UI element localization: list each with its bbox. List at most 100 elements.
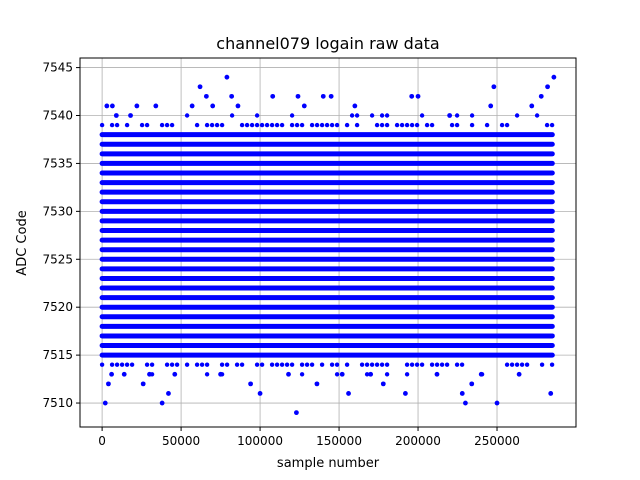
data-point — [514, 113, 520, 118]
data-points — [99, 74, 557, 416]
data-point — [369, 113, 375, 118]
data-point — [309, 122, 315, 128]
data-point — [469, 122, 475, 128]
outlier-point — [224, 74, 230, 80]
data-point — [159, 122, 165, 128]
data-point — [324, 122, 330, 128]
data-point — [194, 362, 200, 367]
data-point — [314, 122, 320, 128]
data-point — [454, 362, 460, 367]
outlier-point — [104, 103, 110, 109]
y-axis-ticks: 7510 7515 7520 7525 7530 7535 7540 7545 — [42, 61, 80, 410]
outlier-point — [529, 103, 535, 109]
data-point — [264, 122, 270, 128]
y-tick-label: 7535 — [42, 156, 73, 170]
outlier-point — [488, 103, 494, 109]
data-point — [274, 362, 280, 367]
data-point — [374, 362, 380, 367]
data-point — [204, 362, 210, 367]
data-point — [359, 362, 365, 367]
outlier-point — [203, 93, 209, 99]
data-point — [414, 362, 420, 367]
outlier-point — [257, 391, 263, 396]
data-point — [219, 362, 225, 367]
data-point — [199, 362, 205, 367]
x-tick-label: 100000 — [237, 434, 283, 448]
data-point — [404, 122, 410, 128]
data-point — [99, 122, 105, 128]
data-point — [319, 362, 325, 367]
data-point — [204, 122, 210, 128]
data-point — [334, 362, 340, 367]
outlier-point — [434, 371, 440, 377]
outlier-point — [189, 103, 195, 109]
data-point — [289, 362, 295, 367]
data-point — [144, 122, 150, 128]
data-point — [279, 122, 285, 128]
x-axis-ticks: 0 50000 100000 150000 200000 250000 — [98, 427, 520, 448]
outlier-point — [494, 400, 500, 406]
data-point — [449, 122, 455, 128]
data-point — [239, 122, 245, 128]
data-point — [259, 122, 265, 128]
data-point — [469, 113, 475, 118]
data-point — [364, 372, 370, 377]
outlier-point — [235, 103, 241, 109]
data-point — [109, 122, 115, 128]
data-point — [254, 362, 260, 367]
outlier-point — [197, 84, 203, 90]
data-point — [269, 122, 275, 128]
data-point — [379, 362, 385, 367]
data-point — [169, 122, 175, 128]
data-point — [384, 362, 390, 367]
data-point — [304, 362, 310, 367]
data-point — [419, 362, 425, 367]
data-point — [404, 362, 410, 367]
plot-frame — [79, 57, 577, 428]
y-tick-label: 7530 — [42, 204, 73, 218]
outlier-point — [109, 103, 115, 109]
data-point — [229, 113, 235, 118]
data-point — [319, 122, 325, 128]
data-point — [504, 362, 510, 367]
data-point — [254, 113, 260, 118]
data-point — [384, 122, 390, 128]
data-point — [459, 362, 465, 367]
outlier-point — [166, 391, 171, 396]
data-point — [224, 362, 230, 367]
x-axis-label: sample number — [277, 456, 380, 471]
data-point — [409, 362, 415, 367]
data-point — [329, 122, 335, 128]
outlier-point — [415, 93, 421, 99]
data-point — [254, 122, 260, 128]
outlier-point — [128, 113, 133, 118]
data-point — [149, 362, 155, 367]
data-point — [119, 362, 125, 367]
data-point — [429, 362, 435, 367]
data-point — [509, 362, 515, 367]
data-point — [259, 362, 265, 367]
data-point — [419, 113, 425, 118]
data-point — [499, 122, 505, 128]
data-point — [544, 122, 550, 128]
data-point — [204, 372, 210, 377]
outlier-point — [403, 391, 408, 396]
data-point — [424, 122, 430, 128]
data-point — [329, 362, 335, 367]
outlier-point — [229, 93, 235, 99]
data-point — [369, 362, 375, 367]
outlier-point — [121, 371, 127, 377]
data-point — [269, 362, 275, 367]
data-point — [129, 362, 135, 367]
x-tick-label: 50000 — [162, 434, 200, 448]
data-point — [384, 113, 390, 118]
outlier-point — [491, 84, 497, 90]
data-point — [379, 122, 385, 128]
data-point — [184, 113, 190, 118]
outlier-point — [551, 74, 557, 80]
outlier-point — [106, 381, 111, 387]
data-point — [504, 122, 510, 128]
y-tick-label: 7515 — [42, 348, 73, 362]
data-point — [309, 362, 315, 367]
data-point — [409, 122, 415, 128]
